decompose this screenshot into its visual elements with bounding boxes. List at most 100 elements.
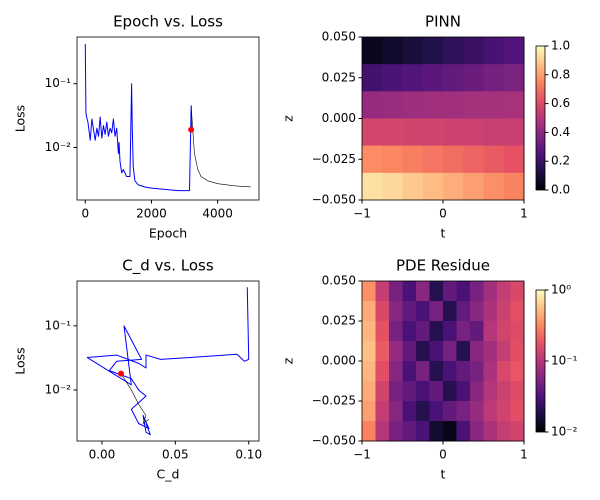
heatmap-cell: [422, 91, 444, 119]
y-tick-label: −0.050: [312, 434, 356, 448]
heatmap-cell: [443, 145, 464, 174]
chart-title: C_d vs. Loss: [122, 257, 214, 276]
heatmap-cell: [416, 421, 430, 442]
heatmap-cell: [456, 421, 471, 442]
x-tick-label: 0.10: [235, 448, 262, 462]
colorbar-tick-label: 10⁰: [551, 283, 571, 297]
loss-line: [84, 43, 192, 192]
heatmap-cell: [375, 421, 390, 442]
heatmap-cell: [483, 91, 505, 119]
x-tick-label: −1: [353, 448, 371, 462]
heatmap-cell: [362, 281, 376, 302]
heatmap-cell: [483, 145, 505, 174]
y-tick-label: 0.050: [322, 274, 356, 288]
heatmap-cell: [483, 172, 505, 201]
heatmap-cell: [510, 281, 525, 302]
heatmap-cell: [429, 361, 444, 382]
heatmap-cell: [470, 341, 484, 362]
heatmap-cell: [389, 401, 403, 422]
chart-title: Epoch vs. Loss: [113, 13, 223, 31]
heatmap-cell: [443, 281, 457, 302]
y-tick-label: −0.025: [312, 152, 356, 166]
x-tick-label: −1: [353, 207, 371, 221]
heatmap-cell: [422, 37, 444, 65]
plot-area: [86, 287, 250, 436]
heatmap-cell: [362, 37, 383, 65]
y-tick-label: −0.025: [312, 394, 356, 408]
heatmap-cell: [470, 361, 484, 382]
heatmap-cell: [402, 37, 424, 65]
heatmap-cell: [375, 321, 390, 342]
heatmap-cell: [402, 421, 417, 442]
y-tick-label: 0.000: [322, 111, 356, 125]
heatmap-cell: [503, 172, 525, 201]
heatmap-cell: [470, 301, 484, 322]
heatmap-cell: [362, 341, 376, 362]
heatmap-cell: [375, 401, 390, 422]
heatmap-cell: [429, 401, 444, 422]
y-tick-label: 0.000: [322, 354, 356, 368]
colorbar-tick-label: 10⁻²: [551, 425, 578, 439]
heatmap-cell: [362, 401, 376, 422]
colorbar-tick-label: 1.0: [551, 39, 570, 53]
heatmap-cell: [456, 341, 471, 362]
x-axis-label: t: [441, 467, 446, 482]
heatmap-cell: [362, 321, 376, 342]
heatmap-cell: [382, 145, 403, 174]
heatmap-cell: [463, 118, 484, 147]
heatmap-cell: [362, 91, 383, 119]
heatmap-cell: [443, 341, 457, 362]
loss-line: [120, 373, 150, 424]
heatmap-cell: [402, 118, 424, 147]
y-tick-label: 10⁻¹: [45, 76, 72, 90]
heatmap-cell: [416, 381, 430, 402]
loss-line: [190, 105, 251, 188]
heatmap-cell: [483, 301, 498, 322]
heatmap-cell: [422, 172, 444, 201]
heatmap-cell: [503, 64, 525, 92]
heatmap-cell: [429, 301, 444, 322]
heatmap-cell: [375, 361, 390, 382]
y-axis-label: Loss: [13, 347, 28, 374]
colorbar-tick-label: 10⁻¹: [551, 354, 578, 368]
heatmap-cell: [497, 301, 511, 322]
y-tick-label: −0.050: [312, 193, 356, 207]
heatmap-cell: [483, 321, 498, 342]
heatmap-cell: [463, 37, 484, 65]
heatmap-cell: [375, 281, 390, 302]
heatmap-cell: [443, 321, 457, 342]
heatmap-cell: [402, 91, 424, 119]
heatmap-cell: [382, 64, 403, 92]
heatmap-cell: [389, 421, 403, 442]
heatmap-cell: [422, 64, 444, 92]
heatmap-cell: [497, 281, 511, 302]
y-tick-label: 10⁻¹: [45, 318, 72, 332]
heatmap-cell: [456, 401, 471, 422]
heatmap-cell: [362, 172, 383, 201]
heatmap-cell: [483, 64, 505, 92]
heatmap-cell: [389, 301, 403, 322]
heatmap-cell: [375, 301, 390, 322]
heatmap-cell: [402, 145, 424, 174]
heatmap-cell: [416, 321, 430, 342]
heatmap-cell: [470, 381, 484, 402]
heatmap-cell: [483, 341, 498, 362]
heatmap-cell: [389, 361, 403, 382]
heatmap-cell: [422, 145, 444, 174]
heatmap-cell: [429, 321, 444, 342]
heatmap-cell: [443, 91, 464, 119]
y-tick-label: 10⁻²: [45, 382, 72, 396]
x-axis-label: C_d: [157, 467, 180, 482]
heatmap-cell: [497, 381, 511, 402]
x-tick-label: 0: [81, 207, 89, 221]
heatmap-cell: [362, 421, 376, 442]
heatmap-cell: [456, 281, 471, 302]
heatmap-cell: [443, 172, 464, 201]
heatmap-cell: [402, 301, 417, 322]
heatmap-cell: [497, 401, 511, 422]
heatmap-cell: [456, 301, 471, 322]
marker-point: [118, 370, 125, 377]
heatmap-cell: [362, 381, 376, 402]
heatmap-cell: [470, 421, 484, 442]
heatmap-cell: [402, 381, 417, 402]
